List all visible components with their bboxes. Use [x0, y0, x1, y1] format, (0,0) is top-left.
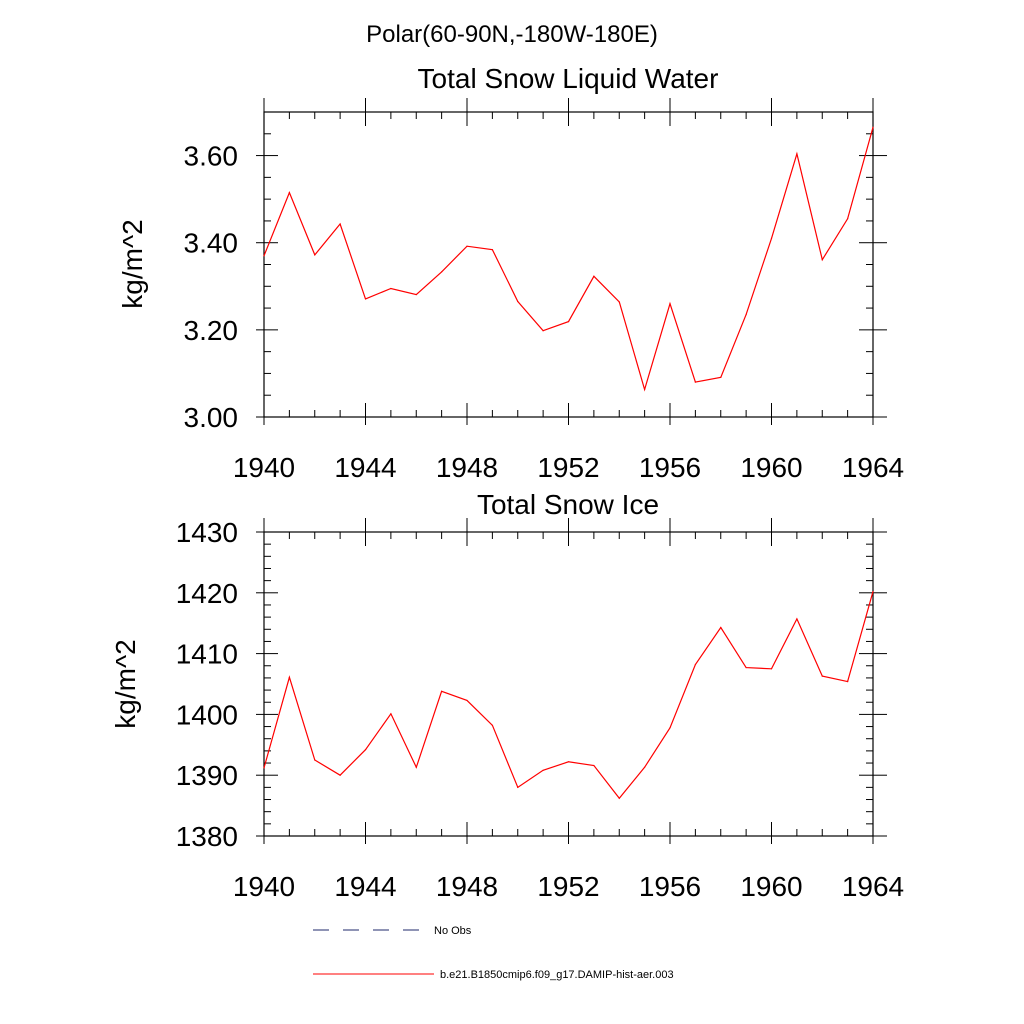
legend: No Obs b.e21.B1850cmip6.f09_g17.DAMIP-hi… — [313, 925, 674, 981]
series-point — [441, 690, 443, 692]
y-tick-label: 1430 — [176, 517, 238, 548]
legend-label-no-obs: No Obs — [434, 925, 472, 937]
series-point — [618, 797, 620, 799]
series-line — [263, 591, 874, 800]
y-tick-label: 1410 — [176, 639, 238, 670]
x-tick-label: 1960 — [740, 871, 802, 902]
series-point — [770, 237, 773, 239]
series-point — [567, 761, 570, 763]
plot-frame — [263, 531, 874, 837]
series-point — [796, 153, 798, 155]
y-tick-label: 3.40 — [184, 228, 239, 259]
series-point — [847, 680, 849, 683]
plot-frame — [263, 111, 874, 418]
series-point — [288, 192, 290, 194]
series-point — [339, 774, 341, 776]
x-tick-label: 1948 — [436, 871, 498, 902]
series-point — [847, 218, 849, 220]
series-point — [364, 749, 367, 751]
x-tick-label: 1964 — [842, 452, 904, 483]
y-tick-label: 1390 — [176, 760, 238, 791]
series-point — [669, 727, 671, 729]
series-point — [644, 766, 646, 768]
y-tick-label: 1420 — [176, 578, 238, 609]
series-point — [364, 298, 367, 300]
y-tick-label: 1400 — [176, 699, 238, 730]
series-point — [491, 249, 493, 251]
series-point — [542, 330, 544, 332]
x-tick-label: 1952 — [537, 452, 599, 483]
series-line — [263, 127, 874, 392]
series-point — [466, 699, 468, 702]
series-point — [694, 381, 696, 383]
series-point — [770, 668, 773, 670]
series-point — [669, 303, 671, 305]
series-point — [694, 663, 696, 666]
series-point — [593, 764, 595, 767]
series-point — [441, 271, 443, 273]
x-tick-label: 1940 — [233, 452, 295, 483]
series-point — [644, 388, 646, 391]
panel-title: Total Snow Liquid Water — [418, 63, 719, 94]
y-tick-label: 1380 — [176, 821, 238, 852]
series-point — [821, 675, 823, 677]
series-point — [567, 320, 570, 323]
panel-snow-liquid-water: Total Snow Liquid Water kg/m^2 1940 1944 1… — [117, 63, 904, 483]
series-point — [314, 759, 316, 761]
series-point — [720, 626, 722, 629]
y-axis-label: kg/m^2 — [110, 639, 141, 728]
series-point — [491, 724, 493, 726]
panel-title: Total Snow Ice — [477, 489, 659, 520]
y-tick-label: 3.60 — [184, 141, 239, 172]
series-point — [263, 767, 265, 769]
series-point — [339, 223, 341, 225]
series-point — [542, 769, 544, 771]
series-point — [517, 786, 519, 788]
x-tick-label: 1944 — [334, 452, 396, 483]
series-point — [390, 713, 392, 715]
x-tick-label: 1960 — [740, 452, 802, 483]
x-tick-label: 1956 — [639, 871, 701, 902]
series-point — [796, 618, 798, 620]
series-point — [872, 590, 874, 593]
series-point — [720, 376, 722, 378]
series-point — [314, 254, 316, 256]
x-tick-label: 1964 — [842, 871, 904, 902]
series-point — [466, 245, 468, 247]
series-point — [821, 259, 823, 261]
series-point — [390, 287, 392, 290]
y-tick-label: 3.20 — [184, 315, 239, 346]
series-point — [745, 314, 747, 316]
x-tick-label: 1952 — [537, 871, 599, 902]
series-point — [263, 255, 265, 257]
series-point — [745, 666, 747, 669]
series-point — [517, 300, 519, 303]
legend-label-model: b.e21.B1850cmip6.f09_g17.DAMIP-hist-aer.… — [440, 969, 674, 981]
series-point — [415, 293, 417, 296]
y-tick-label: 3.00 — [184, 402, 239, 433]
series-point — [415, 766, 417, 768]
y-axis-label: kg/m^2 — [117, 219, 148, 308]
page-title: Polar(60-90N,-180W-180E) — [366, 21, 658, 48]
panel-snow-ice: Total Snow Ice kg/m^2 1940 1944 1948 1952 19… — [110, 489, 904, 902]
series-point — [872, 126, 874, 128]
series-point — [593, 275, 595, 277]
x-tick-label: 1956 — [639, 452, 701, 483]
series-point — [618, 301, 620, 303]
x-tick-label: 1948 — [436, 452, 498, 483]
series-point — [288, 676, 290, 678]
x-tick-label: 1940 — [233, 871, 295, 902]
x-tick-label: 1944 — [334, 871, 396, 902]
